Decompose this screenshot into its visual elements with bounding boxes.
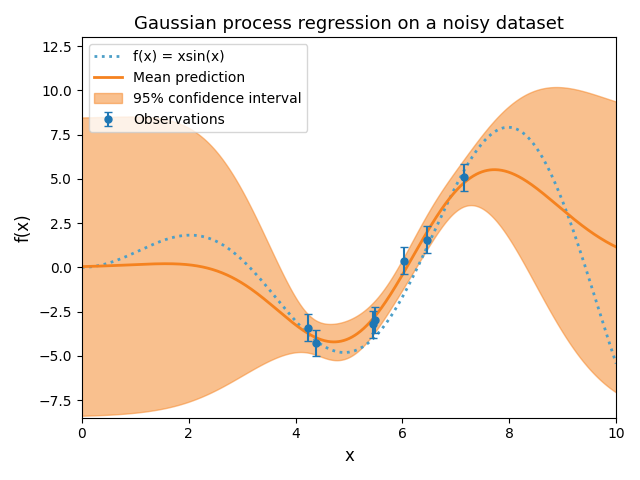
f(x) = xsin(x) — [504, 124, 512, 130]
Mean prediction — [330, 339, 337, 345]
Line: f(x) = xsin(x): f(x) = xsin(x) — [82, 127, 616, 363]
f(x) = xsin(x) — [505, 124, 513, 130]
f(x) = xsin(x) — [78, 264, 86, 270]
f(x) = xsin(x) — [445, 197, 452, 203]
Mean prediction — [294, 324, 301, 329]
Mean prediction — [132, 262, 140, 267]
f(x) = xsin(x) — [294, 321, 301, 326]
Mean prediction — [314, 336, 321, 341]
Mean prediction — [612, 244, 620, 250]
Mean prediction — [78, 264, 86, 269]
f(x) = xsin(x) — [132, 249, 140, 255]
Mean prediction — [506, 169, 513, 175]
Mean prediction — [445, 196, 453, 202]
f(x) = xsin(x) — [495, 127, 502, 132]
X-axis label: x: x — [344, 447, 354, 465]
f(x) = xsin(x) — [612, 360, 620, 366]
f(x) = xsin(x) — [314, 339, 321, 345]
Line: Mean prediction: Mean prediction — [82, 169, 616, 342]
Title: Gaussian process regression on a noisy dataset: Gaussian process regression on a noisy d… — [134, 15, 564, 33]
Mean prediction — [496, 167, 504, 173]
Legend: f(x) = xsin(x), Mean prediction, 95% confidence interval, Observations: f(x) = xsin(x), Mean prediction, 95% con… — [89, 44, 307, 132]
Mean prediction — [491, 167, 499, 172]
Y-axis label: f(x): f(x) — [15, 213, 33, 242]
